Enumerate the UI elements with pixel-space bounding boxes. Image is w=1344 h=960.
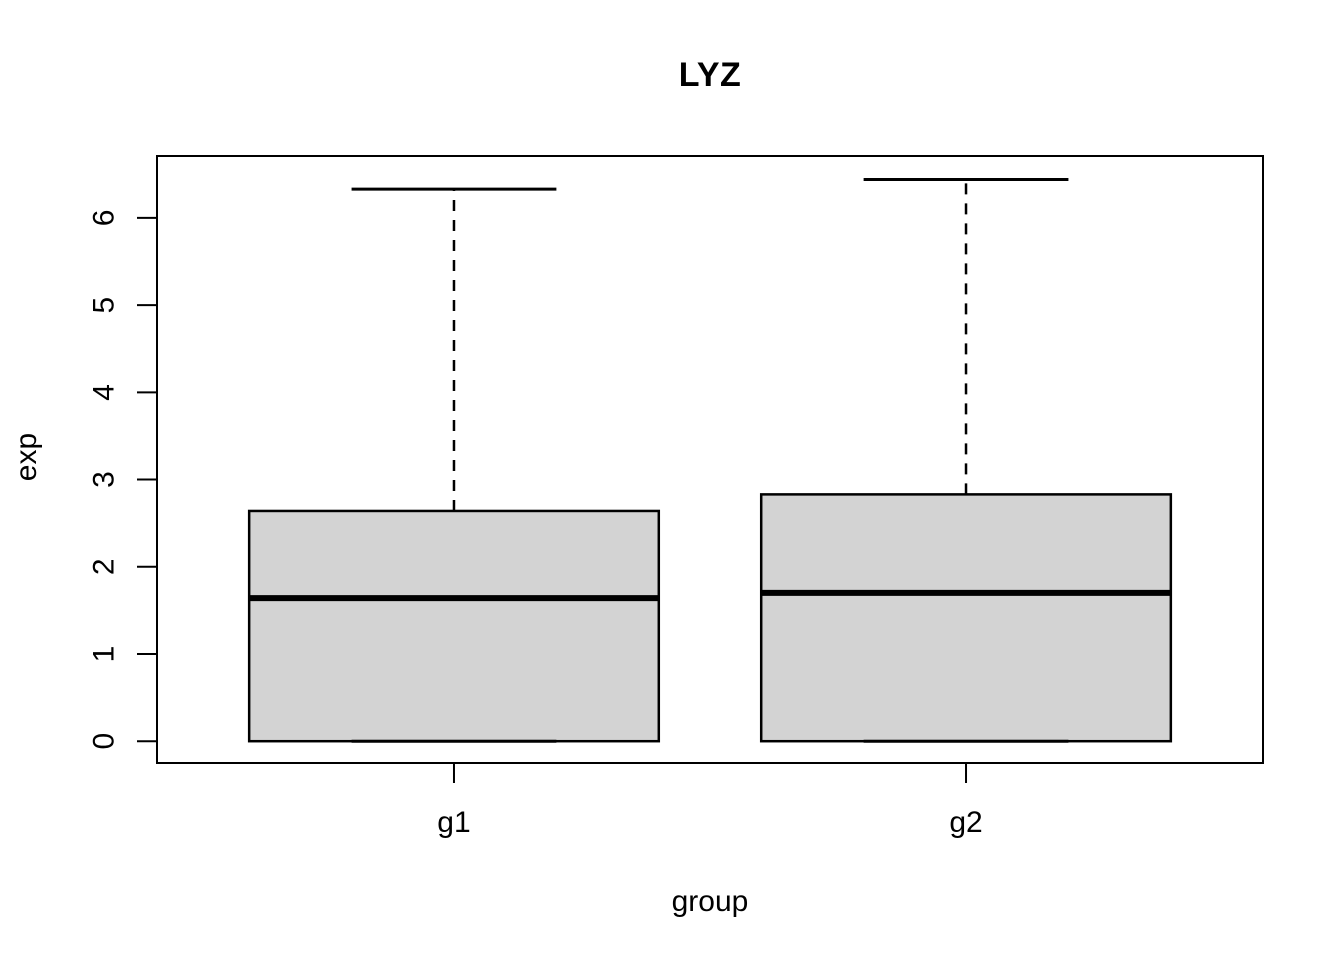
chart-title: LYZ: [678, 56, 742, 94]
x-axis-label: group: [671, 885, 749, 918]
y-axis-tick-label: 6: [88, 210, 121, 227]
y-axis-tick-label: 0: [88, 733, 121, 750]
y-axis-tick-label: 2: [88, 558, 121, 575]
y-axis-tick-label: 1: [88, 646, 121, 663]
y-axis-tick-label: 5: [88, 297, 121, 314]
iqr-box: [759, 493, 1173, 743]
x-axis-tick-label: g1: [437, 806, 470, 839]
plot-border: [156, 155, 1264, 764]
x-axis-tick-label: g2: [949, 806, 982, 839]
y-axis-tick-label: 3: [88, 471, 121, 488]
y-axis-tick-label: 4: [88, 384, 121, 401]
iqr-box: [247, 509, 661, 743]
